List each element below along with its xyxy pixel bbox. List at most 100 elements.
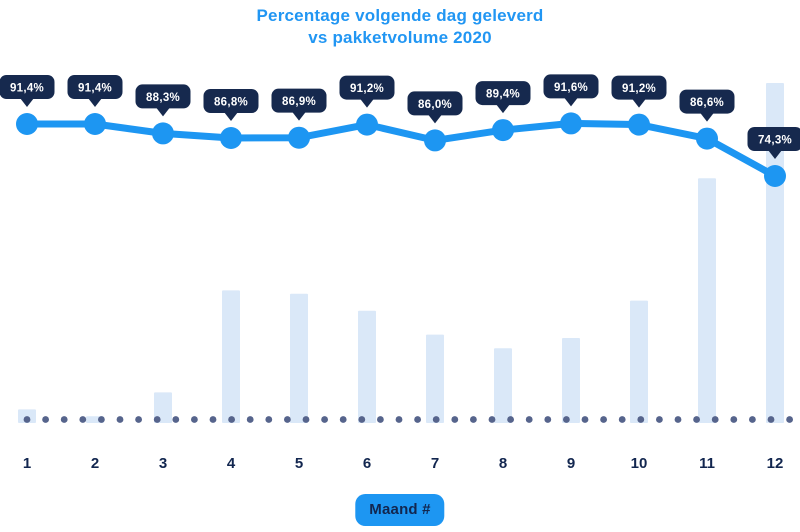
- baseline-dot: [228, 416, 236, 423]
- x-tick-1: 1: [23, 455, 31, 472]
- data-point-month-4[interactable]: [220, 127, 242, 149]
- baseline-dot: [246, 416, 254, 423]
- data-point-month-8[interactable]: [492, 119, 514, 142]
- baseline-dot: [488, 416, 496, 423]
- baseline-dot: [321, 416, 328, 423]
- tooltip-badge-month-5: [271, 88, 327, 113]
- tooltip-badge-label-month-6: 91,2%: [350, 83, 384, 95]
- tooltip-badge-label-month-7: 86,0%: [418, 99, 452, 111]
- data-point-month-5[interactable]: [288, 126, 310, 149]
- x-tick-9: 9: [567, 455, 575, 472]
- tooltip-badge-tail: [496, 104, 510, 114]
- baseline-dot: [470, 416, 477, 423]
- volume-bar-month-10: [630, 300, 648, 423]
- tooltip-badge-tail: [156, 107, 170, 117]
- tooltip-badge-month-1: [0, 75, 55, 99]
- baseline-dot: [358, 416, 366, 423]
- x-tick-4: 4: [227, 455, 236, 472]
- tooltip-badge-tail: [700, 112, 714, 122]
- baseline-dot: [135, 416, 143, 423]
- tooltip-badge-label-month-2: 91,4%: [78, 83, 112, 95]
- tooltip-badge-month-2: [67, 75, 123, 99]
- baseline-dot: [116, 416, 124, 423]
- baseline-dot: [395, 416, 403, 423]
- x-tick-2: 2: [91, 455, 99, 472]
- x-tick-3: 3: [159, 455, 167, 472]
- baseline-dot: [581, 416, 589, 423]
- baseline-dot: [674, 416, 682, 423]
- tooltip-badge-month-11: [679, 89, 735, 114]
- tooltip-badge-label-month-3: 88,3%: [146, 92, 180, 104]
- baseline-dot: [656, 416, 663, 423]
- tooltip-badge-month-7: [407, 91, 463, 116]
- baseline-dot: [693, 416, 700, 423]
- tooltip-badge-label-month-9: 91,6%: [554, 82, 588, 94]
- baseline-dot: [525, 416, 533, 423]
- data-point-month-10[interactable]: [628, 113, 650, 136]
- x-tick-6: 6: [363, 455, 371, 472]
- data-point-month-7[interactable]: [424, 129, 446, 152]
- volume-bar-month-9: [562, 338, 580, 423]
- volume-bar-month-4: [222, 290, 240, 423]
- tooltip-badge-tail: [632, 98, 646, 108]
- data-point-month-3[interactable]: [152, 122, 174, 145]
- data-point-month-6[interactable]: [356, 113, 378, 136]
- tooltip-badge-month-6: [339, 75, 395, 100]
- data-point-month-2[interactable]: [84, 113, 106, 135]
- tooltip-badge-label-month-1: 91,4%: [10, 83, 44, 95]
- tooltip-badge-month-3: [135, 84, 191, 109]
- x-tick-5: 5: [295, 455, 303, 472]
- tooltip-badge-label-month-5: 86,9%: [282, 96, 316, 108]
- volume-bar-month-6: [358, 310, 376, 423]
- x-tick-11: 11: [699, 455, 715, 472]
- chart-title-line2: vs pakketvolume 2020: [308, 28, 492, 47]
- baseline-dot: [730, 416, 738, 423]
- x-tick-10: 10: [631, 455, 648, 472]
- tooltip-badge-month-4: [203, 88, 259, 113]
- x-axis-label-badge: Maand #: [355, 494, 445, 526]
- baseline-dot: [711, 416, 719, 423]
- baseline-dot: [544, 416, 552, 423]
- tooltip-badge-label-month-10: 91,2%: [622, 83, 656, 95]
- baseline-dot: [414, 416, 421, 423]
- baseline-dot: [618, 416, 626, 423]
- tooltip-badge-label-month-11: 86,6%: [690, 97, 724, 109]
- baseline-dot: [507, 416, 514, 423]
- baseline-dot: [767, 416, 775, 423]
- tooltip-badge-month-12: [747, 127, 800, 151]
- baseline-dot: [191, 416, 198, 423]
- baseline-dot: [600, 416, 607, 423]
- chart-title-line1: Percentage volgende dag geleverd: [256, 6, 544, 25]
- baseline-dot: [98, 416, 105, 423]
- tooltip-badge-label-month-8: 89,4%: [486, 89, 520, 101]
- baseline-dot: [153, 416, 161, 423]
- baseline-dot: [339, 416, 347, 423]
- volume-bar-month-8: [494, 348, 512, 423]
- data-point-month-12[interactable]: [764, 165, 786, 187]
- tooltip-badge-label-month-4: 86,8%: [214, 96, 248, 108]
- baseline-dot: [265, 416, 273, 423]
- x-tick-8: 8: [499, 455, 507, 472]
- baseline-dot: [23, 416, 31, 423]
- baseline-dot: [60, 416, 68, 423]
- tooltip-badge-month-8: [475, 81, 531, 106]
- baseline-dot: [302, 416, 310, 423]
- tooltip-badge-month-9: [543, 74, 599, 99]
- tooltip-badge-label-month-12: 74,3%: [758, 135, 792, 147]
- baseline-dot: [42, 416, 49, 423]
- data-point-month-1[interactable]: [16, 113, 38, 135]
- baseline-dot: [637, 416, 645, 423]
- baseline-dot: [79, 416, 87, 423]
- baseline-dot: [786, 416, 793, 423]
- baseline-dot: [451, 416, 459, 423]
- data-point-month-9[interactable]: [560, 112, 582, 135]
- tooltip-badge-tail: [360, 98, 374, 108]
- data-point-month-11[interactable]: [696, 127, 718, 150]
- tooltip-badge-tail: [768, 150, 782, 160]
- percentage-line: [23, 119, 779, 180]
- baseline-dot: [172, 416, 180, 423]
- baseline-dot: [749, 416, 756, 423]
- x-tick-12: 12: [767, 455, 784, 472]
